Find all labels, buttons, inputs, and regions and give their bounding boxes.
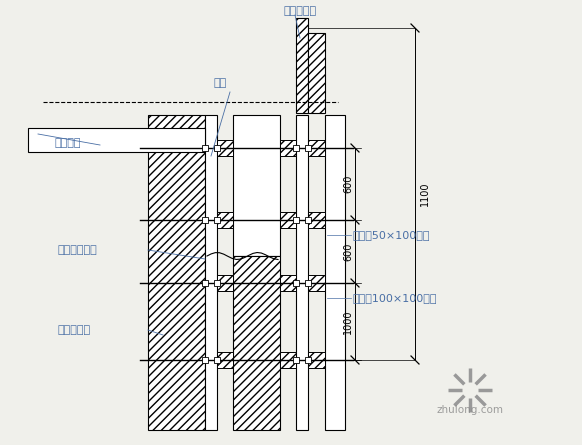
Bar [308, 212, 325, 228]
Bar [308, 140, 325, 156]
Bar [205, 115, 217, 430]
Bar [202, 217, 208, 223]
Text: 混凝土剚齿线: 混凝土剚齿线 [58, 245, 98, 255]
Text: 主龙骨100×100木方: 主龙骨100×100木方 [353, 293, 438, 303]
Text: 耦栓: 耦栓 [214, 78, 226, 88]
Text: 已浇筑外墙: 已浇筑外墙 [58, 325, 91, 335]
Text: 次龙骨50×100木方: 次龙骨50×100木方 [353, 230, 431, 240]
Bar [305, 145, 311, 151]
Bar [308, 352, 325, 368]
Text: 1100: 1100 [420, 182, 430, 206]
Bar [217, 352, 233, 368]
Bar [293, 280, 299, 286]
Bar [293, 217, 299, 223]
Text: 待浇楼板: 待浇楼板 [55, 138, 81, 148]
Text: 600: 600 [343, 243, 353, 261]
Bar [308, 275, 325, 291]
Text: 1000: 1000 [343, 309, 353, 334]
Bar [233, 256, 280, 430]
Bar [214, 217, 220, 223]
Text: zhulong.com: zhulong.com [436, 405, 503, 415]
Bar [217, 275, 233, 291]
Bar [308, 33, 325, 113]
Bar [202, 145, 208, 151]
Bar [305, 280, 311, 286]
Bar [293, 145, 299, 151]
Bar [280, 140, 296, 156]
Bar [202, 280, 208, 286]
Bar [305, 217, 311, 223]
Bar [296, 115, 308, 430]
Bar [28, 128, 205, 152]
Text: 600: 600 [343, 175, 353, 193]
Bar [305, 357, 311, 363]
Bar [280, 352, 296, 368]
Bar [148, 115, 205, 430]
Text: 多层板拼装: 多层板拼装 [283, 6, 317, 16]
Bar [233, 115, 280, 256]
Bar [217, 140, 233, 156]
Bar [280, 275, 296, 291]
Bar [293, 357, 299, 363]
Bar [214, 280, 220, 286]
Bar [202, 357, 208, 363]
Bar [325, 115, 345, 430]
Bar [214, 357, 220, 363]
Bar [217, 212, 233, 228]
Bar [214, 145, 220, 151]
Bar [280, 212, 296, 228]
Bar [296, 18, 308, 113]
